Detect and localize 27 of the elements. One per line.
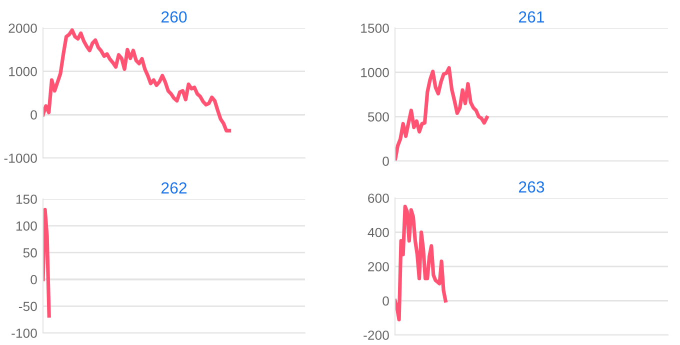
y-tick-label: 0 <box>30 110 37 120</box>
y-tick-label: 600 <box>368 194 389 203</box>
chart-title: 260 <box>161 11 187 23</box>
line-series <box>395 66 489 161</box>
y-tick-label: 1500 <box>361 24 389 33</box>
y-tick-label: 0 <box>30 274 37 284</box>
y-tick-label: 500 <box>368 112 389 122</box>
y-tick-label: -1000 <box>4 154 37 163</box>
y-tick-label: 1000 <box>361 68 389 78</box>
chart-title: 263 <box>518 181 544 193</box>
y-tick-label: 0 <box>382 296 389 306</box>
chart-title: 261 <box>518 11 544 23</box>
y-tick-label: 150 <box>16 194 37 204</box>
y-tick-label: 0 <box>382 156 389 166</box>
y-tick-label: 200 <box>368 262 389 272</box>
y-tick-label: 50 <box>23 248 37 258</box>
y-tick-label: -50 <box>18 302 37 312</box>
y-tick-label: 100 <box>16 221 37 231</box>
chart-title: 262 <box>161 182 187 194</box>
y-tick-label: 1000 <box>9 66 37 76</box>
y-tick-label: -200 <box>364 330 389 340</box>
line-series <box>43 28 232 133</box>
line-series <box>43 208 51 318</box>
y-tick-label: 400 <box>368 228 389 238</box>
line-series <box>395 204 448 322</box>
y-tick-label: -100 <box>12 328 37 338</box>
y-tick-label: 2000 <box>8 24 37 33</box>
